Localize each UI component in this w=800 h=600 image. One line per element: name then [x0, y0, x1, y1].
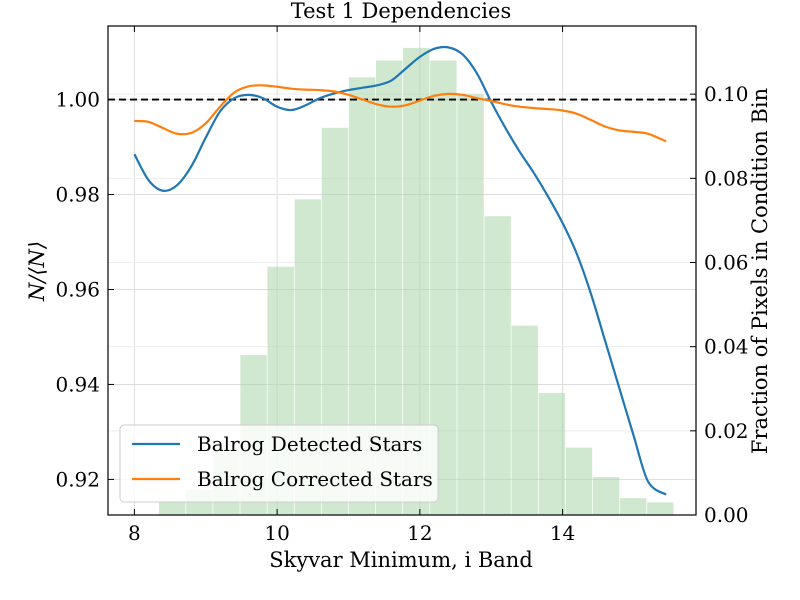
histogram-bar: [565, 447, 593, 515]
plot-frame: [107, 25, 697, 516]
y-left-tick-label: 0.98: [55, 183, 100, 207]
legend-box: [119, 424, 439, 503]
histogram-bar: [647, 502, 674, 515]
x-tick-label: 14: [550, 521, 575, 545]
series-line-detected: [133, 45, 667, 496]
x-tick-label: 8: [128, 521, 141, 545]
series-line-corrected: [134, 84, 667, 143]
legend-label-corrected: Balrog Corrected Stars: [197, 467, 433, 491]
y-right-tick-label: 0.02: [704, 419, 749, 443]
y-left-tick-label: 0.96: [55, 277, 100, 301]
y-left-tick-label: 0.94: [55, 372, 100, 396]
histogram-bar: [484, 216, 511, 515]
y-right-tick-label: 0.04: [704, 335, 749, 359]
x-axis-label: Skyvar Minimum, i Band: [269, 548, 533, 572]
y-left-tick-label: 0.92: [55, 467, 100, 491]
series-lines: [133, 45, 667, 496]
histogram-bar: [538, 392, 566, 515]
histogram-bar: [457, 94, 484, 516]
y-right-tick-label: 0.00: [704, 503, 749, 527]
histogram-bar: [511, 325, 538, 515]
y-right-tick-label: 0.06: [704, 251, 749, 275]
y-right-tick-label: 0.10: [704, 82, 749, 106]
y-left-axis-label: N/⟨N⟩: [25, 241, 49, 302]
x-tick-label: 12: [407, 521, 432, 545]
histogram-bar: [620, 498, 647, 515]
y-right-axis-label: Fraction of Pixels in Condition Bin: [748, 88, 772, 454]
histogram-bar: [592, 477, 620, 515]
legend: Balrog Detected Stars Balrog Corrected S…: [119, 424, 439, 503]
legend-label-detected: Balrog Detected Stars: [197, 432, 422, 456]
x-tick-label: 10: [264, 521, 289, 545]
y-right-tick-label: 0.08: [704, 166, 749, 190]
histogram-bar: [159, 502, 186, 515]
chart-title: Test 1 Dependencies: [291, 0, 511, 23]
axis-ticks: 8 10 12 14 0.92 0.94 0.96 0.98 1.00 0.00 0.02 0.04 0…: [55, 26, 749, 545]
y-left-tick-label: 1.00: [55, 88, 100, 112]
